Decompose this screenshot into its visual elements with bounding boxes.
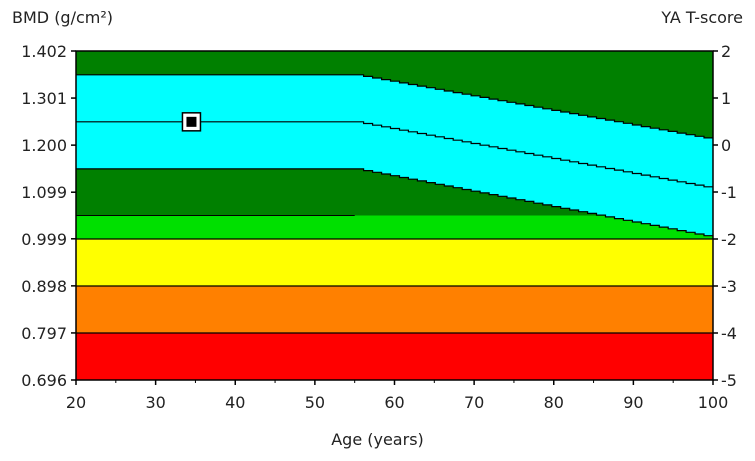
reference-curve-1	[76, 121, 713, 188]
band-3	[76, 215, 713, 239]
y-axis-title: BMD (g/cm²)	[12, 8, 114, 27]
reference-curve-0	[76, 74, 713, 139]
normal-range-area	[76, 74, 713, 236]
x-tick-label: 40	[225, 393, 245, 412]
y-tick-label: 1.099	[21, 183, 67, 202]
band-4	[76, 239, 713, 286]
x-tick-label: 20	[66, 393, 86, 412]
secondary-y-axis-title: YA T-score	[661, 8, 743, 27]
x-tick-label: 60	[384, 393, 404, 412]
y-tick-label: 0.999	[21, 230, 67, 249]
x-tick-label: 70	[464, 393, 484, 412]
y2-tick-label: -4	[721, 324, 737, 343]
y2-tick-label: -5	[721, 371, 737, 390]
band-6	[76, 333, 713, 380]
reference-curve-2	[76, 168, 713, 237]
lower-green-area	[76, 168, 606, 216]
y-tick-label: 1.200	[21, 136, 67, 155]
patient-point	[186, 116, 197, 127]
y-tick-label: 1.402	[21, 42, 67, 61]
band-5	[76, 286, 713, 333]
x-tick-label: 80	[544, 393, 564, 412]
x-axis-title: Age (years)	[331, 430, 424, 449]
y-tick-label: 1.301	[21, 89, 67, 108]
y2-tick-label: -3	[721, 277, 737, 296]
upper-green-area	[76, 51, 713, 138]
x-tick-label: 50	[305, 393, 325, 412]
x-tick-label: 90	[623, 393, 643, 412]
y-tick-label: 0.797	[21, 324, 67, 343]
y2-tick-label: -2	[721, 230, 737, 249]
y2-tick-label: 1	[721, 89, 731, 108]
y2-tick-label: 0	[721, 136, 731, 155]
x-tick-label: 100	[698, 393, 729, 412]
y-tick-label: 0.696	[21, 371, 67, 390]
x-tick-label: 30	[145, 393, 165, 412]
y2-tick-label: 2	[721, 42, 731, 61]
y-tick-label: 0.898	[21, 277, 67, 296]
y2-tick-label: -1	[721, 183, 737, 202]
